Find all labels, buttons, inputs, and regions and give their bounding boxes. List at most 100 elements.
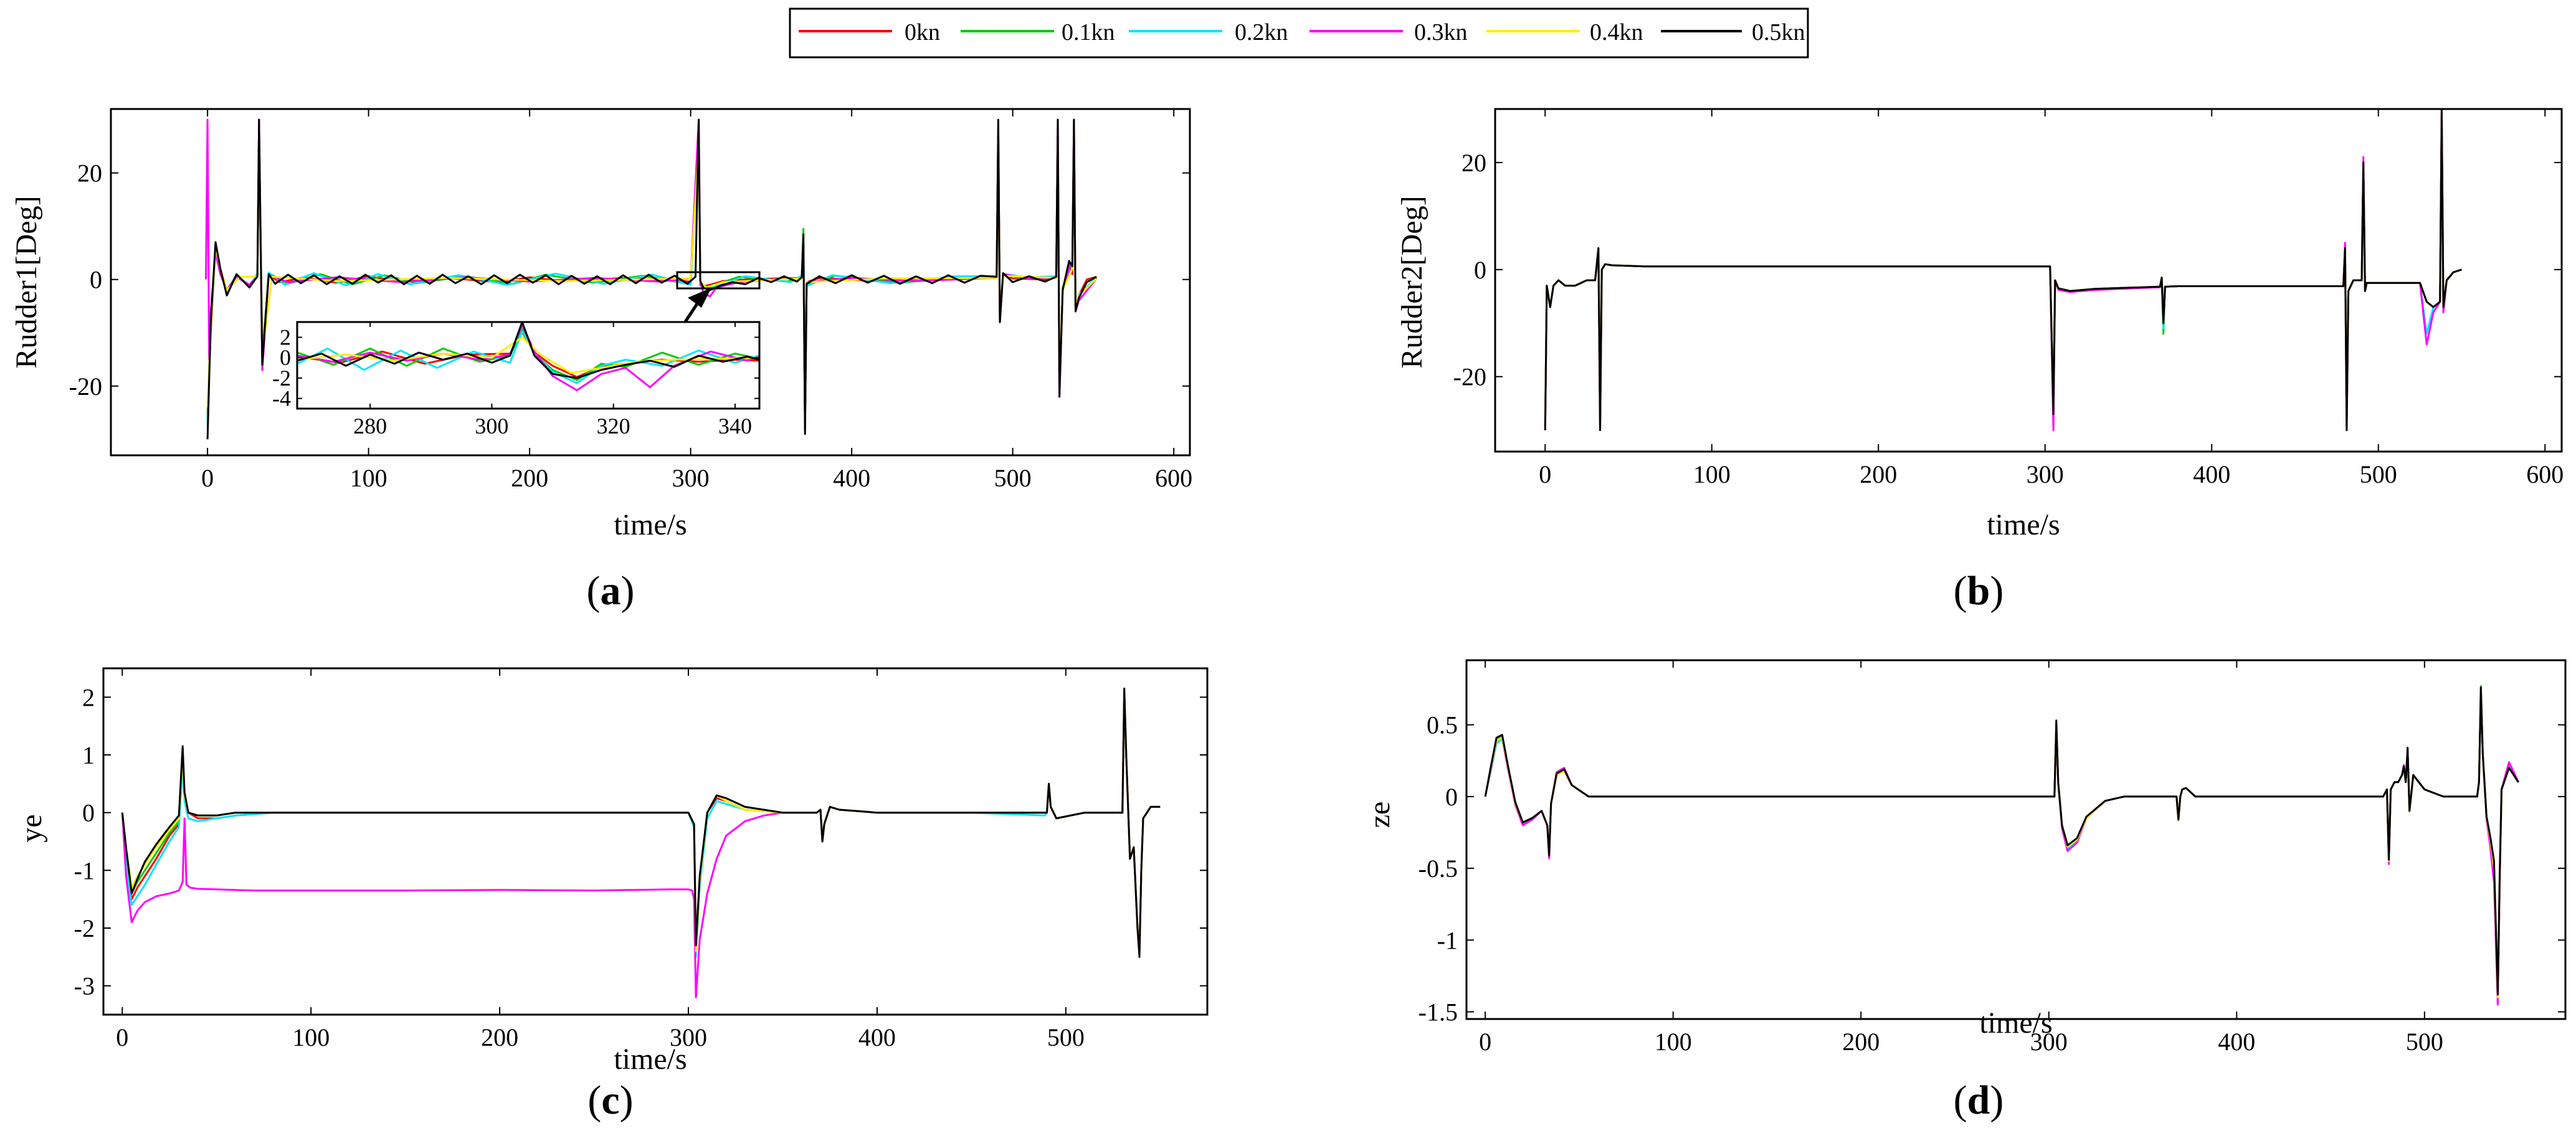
chart-c-xtick-label: 300 [670, 1023, 707, 1051]
chart-c-frame [102, 667, 1209, 1016]
chart-a-inset-bg [297, 322, 759, 409]
chart-a-inset-xtick-label: 300 [475, 414, 508, 438]
chart-d-series-0_5kn [1484, 686, 2519, 996]
chart-d-ytick-label: -1 [1437, 926, 1458, 954]
chart-b-xtick-label: 300 [2027, 460, 2064, 488]
chart-a-inset-xtick-label: 320 [597, 414, 630, 438]
chart-a-panel-label: (a) [587, 568, 635, 614]
chart-a-xtick-label: 500 [994, 464, 1032, 492]
chart-d-xlabel: time/s [1979, 1007, 2052, 1040]
chart-b-yticks: -20 0 20 [1453, 149, 2562, 391]
legend-label-2: 0.2kn [1235, 19, 1288, 45]
chart-b-xtick-label: 500 [2360, 460, 2397, 488]
chart-d-series [1484, 685, 2519, 1006]
legend-box [789, 7, 1809, 59]
chart-c-xtick-label: 500 [1047, 1023, 1085, 1051]
legend-label-1: 0.1kn [1062, 19, 1115, 45]
chart-d-xticks: 0 100 200 300 400 500 [1479, 660, 2443, 1056]
chart-b-xlabel: time/s [1987, 508, 2060, 541]
chart-b-panel-label: (b) [1954, 568, 2004, 614]
legend-entry-0: 0kn [799, 19, 940, 45]
chart-a-inset-series-0_5kn [297, 322, 759, 379]
chart-b-xtick-label: 100 [1693, 460, 1731, 488]
chart-d-xtick-label: 300 [2030, 1028, 2068, 1056]
chart-d-ytick-label: 0.5 [1427, 711, 1458, 739]
chart-b-ylabel: Rudder2[Deg] [1395, 196, 1428, 368]
chart-a: 0 100 200 300 400 500 600 -2 0 0 20 time/s Rudder… [10, 108, 1192, 614]
chart-a-xlabel: time/s [614, 508, 687, 541]
chart-c-ytick-label: -2 [74, 914, 95, 942]
legend-entry-1: 0.1kn [961, 19, 1115, 45]
chart-d-xtick-label: 0 [1479, 1028, 1491, 1056]
chart-b-frame [1494, 108, 2563, 453]
chart-a-inset-ytick-label: 2 [280, 325, 291, 350]
chart-c-xlabel: time/s [614, 1043, 687, 1076]
chart-b-ytick-label: -20 [1453, 363, 1486, 391]
chart-a-inset-ytick-label: -2 [272, 366, 291, 391]
chart-a-ylabel: Rudder1[Deg] [10, 196, 43, 368]
chart-a-inset-xtick-label: 280 [353, 414, 387, 438]
legend-label-5: 0.5kn [1752, 19, 1805, 45]
chart-d-xtick-label: 200 [1842, 1028, 1880, 1056]
legend-entry-3: 0.3kn [1309, 19, 1468, 45]
chart-a-inset-series-0_4kn [297, 336, 759, 374]
chart-d-yticks: -1.5 -1 -0.5 0 0.5 [1419, 711, 2565, 1026]
chart-a-inset-series-0kn [297, 331, 759, 378]
chart-a-inset-series [297, 322, 759, 392]
chart-c-ytick-label: 0 [82, 799, 95, 827]
legend-label-3: 0.3kn [1414, 19, 1468, 45]
chart-c-ytick-label: -1 [74, 856, 95, 884]
chart-a-inset-xticks: 280 300 320 340 [353, 322, 752, 438]
chart-b-xtick-label: 600 [2526, 460, 2564, 488]
chart-d-ytick-label: -0.5 [1419, 855, 1458, 883]
chart-c-xtick-label: 200 [481, 1023, 518, 1051]
chart-c-xtick-label: 400 [858, 1023, 896, 1051]
chart-c-xticks: 0 100 200 300 400 500 [116, 668, 1085, 1051]
chart-c-xtick-label: 100 [292, 1023, 330, 1051]
chart-a-xticks: 0 100 200 300 400 500 600 [201, 109, 1192, 492]
legend-label-0: 0kn [905, 19, 940, 45]
chart-b-xtick-label: 400 [2193, 460, 2230, 488]
chart-c-panel-label: (c) [587, 1078, 633, 1123]
chart-c-series [121, 687, 1161, 998]
chart-b-xtick-label: 200 [1860, 460, 1897, 488]
chart-a-ytick-label: 20 [77, 159, 102, 187]
chart-c-ytick-label: 1 [82, 741, 95, 769]
chart-d-xtick-label: 500 [2406, 1028, 2443, 1056]
chart-a-series-0_5kn [206, 118, 1097, 440]
chart-b-ytick-label: 0 [1474, 256, 1486, 284]
chart-d-xtick-label: 400 [2218, 1028, 2255, 1056]
chart-a-xtick-label: 100 [350, 464, 387, 492]
legend-entry-4: 0.4kn [1486, 19, 1643, 45]
chart-c: 0 100 200 300 400 500 -3 -2 -1 0 1 2 time/s ye (c) [15, 667, 1209, 1123]
chart-b-ytick-label: 20 [1461, 149, 1486, 177]
chart-a-xtick-label: 300 [672, 464, 710, 492]
chart-d-ytick-label: 0 [1445, 783, 1458, 811]
chart-a-inset-xtick-label: 340 [718, 414, 752, 438]
chart-c-yticks: -3 -2 -1 0 1 2 [74, 683, 1207, 1000]
chart-d: 0 100 200 300 400 500 -1.5 -1 -0.5 0 0.5 time/s z… [1363, 659, 2567, 1123]
chart-b-series-0_5kn [1544, 109, 2462, 432]
chart-c-ylabel: ye [15, 814, 48, 842]
chart-a-inset-ytick-label: -4 [272, 386, 291, 411]
chart-b-series [1544, 109, 2462, 432]
chart-c-series-0_5kn [121, 687, 1161, 958]
legend-label-4: 0.4kn [1590, 19, 1643, 45]
chart-d-ytick-label: -1.5 [1419, 998, 1458, 1026]
chart-a-ytick-label: 0 [90, 266, 102, 294]
chart-a-inset-frame [296, 321, 761, 410]
chart-a-xtick-label: 600 [1155, 464, 1192, 492]
chart-c-ytick-label: -3 [74, 972, 95, 1000]
chart-d-xtick-label: 100 [1655, 1028, 1692, 1056]
chart-a-inset-yticks: -4-202 [272, 325, 759, 411]
legend: 0kn 0.1kn 0.2kn 0.3kn 0.4kn 0.5kn [789, 7, 1809, 59]
chart-a-xtick-label: 200 [511, 464, 548, 492]
chart-a-xtick-label: 0 [201, 464, 214, 492]
chart-b: 0 100 200 300 400 500 600 -20 0 20 time/s Rudder… [1395, 108, 2564, 614]
chart-a-zoom-arrowhead [688, 288, 711, 308]
chart-c-xtick-label: 0 [116, 1023, 128, 1051]
chart-c-ytick-label: 2 [82, 683, 95, 711]
chart-a-xtick-label: 400 [833, 464, 870, 492]
